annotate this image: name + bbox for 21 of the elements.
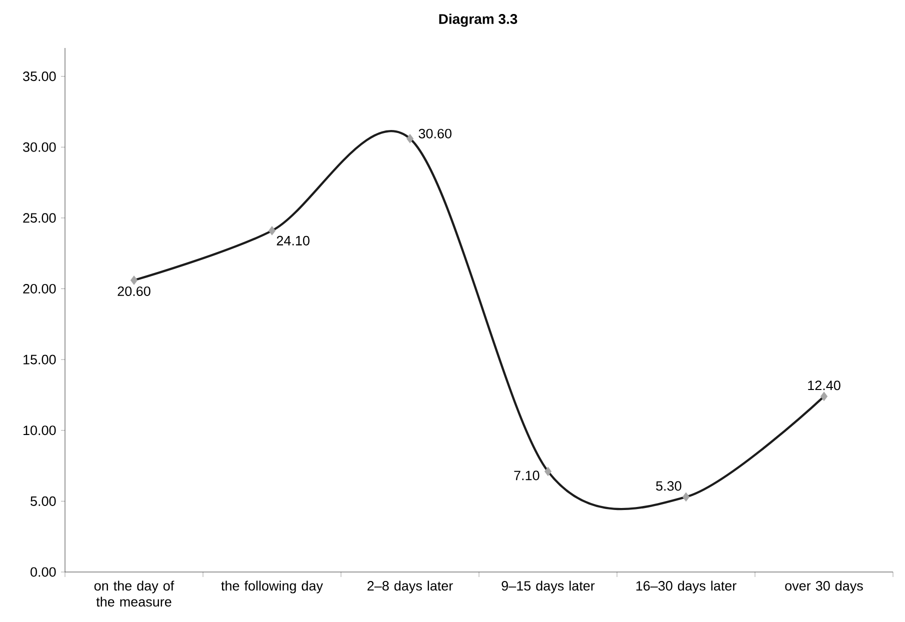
y-tick-label: 15.00	[24, 354, 56, 364]
y-tick-label: 5.00	[30, 496, 56, 506]
chart-title: Diagram 3.3	[439, 14, 518, 27]
y-tick-label: 35.00	[23, 72, 56, 82]
y-tick-label: 20.00	[23, 284, 56, 294]
y-tick-label: 25.00	[23, 213, 56, 223]
x-tick-label: the following day	[221, 580, 323, 594]
y-tick-label: 10.00	[24, 426, 56, 436]
data-label: 20.60	[118, 286, 150, 296]
y-tick-label: 30.00	[23, 142, 56, 152]
y-tick-label: 0.00	[30, 567, 56, 577]
x-tick-label: over 30 days	[785, 580, 863, 594]
data-label: 5.30	[656, 481, 682, 491]
data-label: 12.40	[808, 380, 840, 390]
data-label: 30.60	[418, 128, 452, 138]
data-label: 7.10	[514, 470, 540, 480]
x-tick-label: 9–15 days later	[502, 580, 595, 594]
x-tick-label: on the day of the measure	[94, 580, 174, 607]
x-tick-label: 2–8 days later	[368, 580, 453, 594]
x-tick-label: 16–30 days later	[636, 580, 736, 594]
data-label: 24.10	[276, 236, 310, 246]
